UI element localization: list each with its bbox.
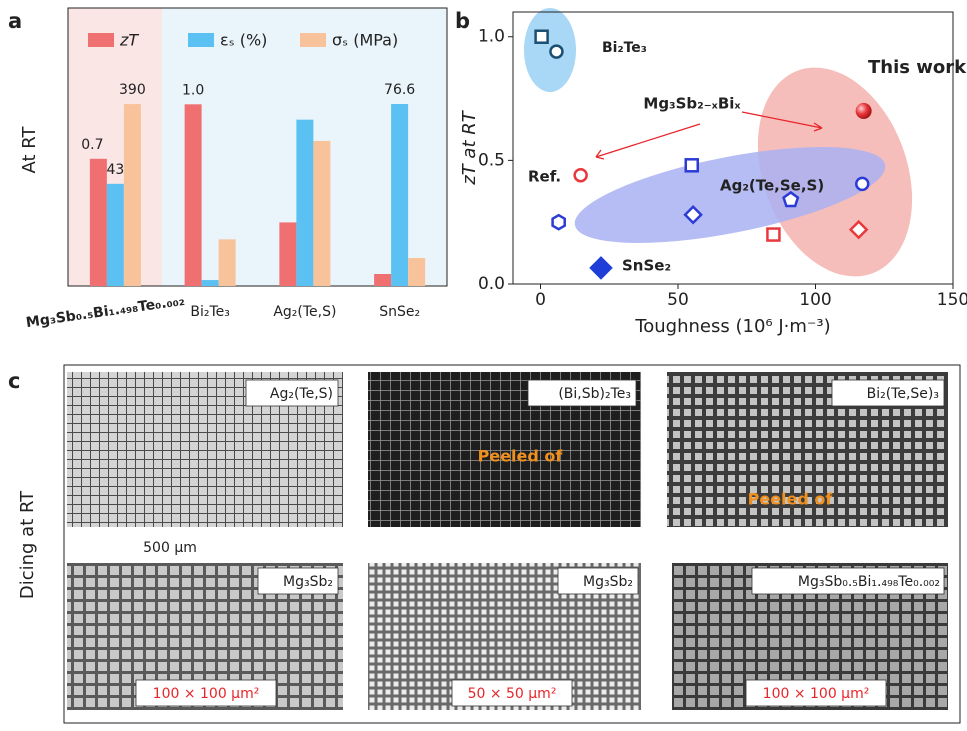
marker [591, 258, 611, 278]
series-label: Ref. [528, 168, 561, 186]
marker [575, 169, 587, 181]
y-tick-label: 0.5 [478, 150, 505, 170]
legend-label: εₛ (%) [220, 31, 267, 50]
y-tick-label: 0.0 [478, 274, 505, 294]
value-label: 76.6 [384, 82, 415, 98]
panel-label: b [455, 9, 470, 33]
y-label: zT at RT [459, 109, 480, 185]
size-label: 100 × 100 µm² [763, 686, 870, 702]
annotation: Peeled of [478, 447, 564, 466]
size-label: 100 × 100 µm² [153, 686, 260, 702]
bar [124, 104, 141, 286]
panel-label: c [8, 369, 20, 393]
marker [686, 159, 698, 171]
bar [185, 104, 202, 286]
value-label: 390 [119, 82, 146, 98]
bar [296, 120, 313, 286]
micrograph-label: Mg₃Sb₂ [283, 574, 333, 590]
x-tick-label: Mg₃Sb₀.₅Bi₁.₄₉₈Te₀.₀₀₂ [25, 293, 186, 331]
figure: a b c At RT Dicing at RT Ag₂(Te,S) (Bi,S… [0, 0, 967, 727]
x-label: Toughness (10⁶ J·m⁻³) [634, 316, 830, 337]
series-label: This work [868, 57, 967, 78]
bar [219, 239, 236, 286]
bar [374, 274, 391, 286]
x-tick-label: 150 [937, 290, 967, 310]
legend-label: σₛ (MPa) [332, 31, 398, 50]
size-label: 50 × 50 µm² [468, 686, 557, 702]
legend-label: zT [119, 31, 139, 50]
y-label: At RT [19, 126, 40, 174]
annotation: Mg₃Sb₂₋ₓBiₓ [643, 95, 741, 113]
marker [856, 103, 872, 119]
y-tick-label: 1.0 [478, 27, 505, 47]
micrograph-label: Ag₂(Te,S) [270, 386, 333, 402]
legend-swatch [300, 33, 326, 47]
legend-swatch [188, 33, 214, 47]
x-tick-label: 100 [799, 290, 831, 310]
series-label: Ag₂(Te,Se,S) [720, 177, 824, 195]
bar [391, 104, 408, 286]
value-label: 0.7 [81, 137, 103, 153]
bar [408, 258, 425, 286]
series-label: Bi₂Te₃ [602, 40, 647, 56]
x-tick-label: Bi₂Te₃ [190, 304, 230, 320]
x-tick-label: SnSe₂ [379, 304, 420, 320]
bar [202, 280, 219, 286]
micrograph-label: Mg₃Sb₂ [583, 574, 633, 590]
x-tick-label: 50 [667, 290, 689, 310]
marker [536, 31, 548, 43]
y-label: Dicing at RT [17, 490, 38, 599]
panel-label: a [8, 9, 22, 33]
micrograph-label: Bi₂(Te,Se)₃ [867, 386, 939, 402]
x-tick-label: Ag₂(Te,S) [273, 304, 336, 320]
bar [279, 222, 296, 286]
micrograph-label: (Bi,Sb)₂Te₃ [558, 386, 631, 402]
marker [856, 178, 868, 190]
value-label: 43 [106, 162, 124, 178]
series-label: SnSe₂ [622, 257, 671, 275]
marker [550, 46, 562, 58]
annotation: Peeled of [748, 490, 834, 509]
legend-swatch [88, 33, 114, 47]
x-tick-label: 0 [535, 290, 546, 310]
marker [553, 215, 565, 229]
bar [313, 141, 330, 286]
arrow [596, 124, 700, 159]
marker [767, 229, 779, 241]
value-label: 1.0 [182, 82, 204, 98]
bar [107, 184, 124, 286]
scale-bar-label: 500 µm [143, 540, 197, 556]
micrograph-label: Mg₃Sb₀.₅Bi₁.₄₉₈Te₀.₀₀₂ [798, 574, 940, 590]
bar [90, 159, 107, 286]
